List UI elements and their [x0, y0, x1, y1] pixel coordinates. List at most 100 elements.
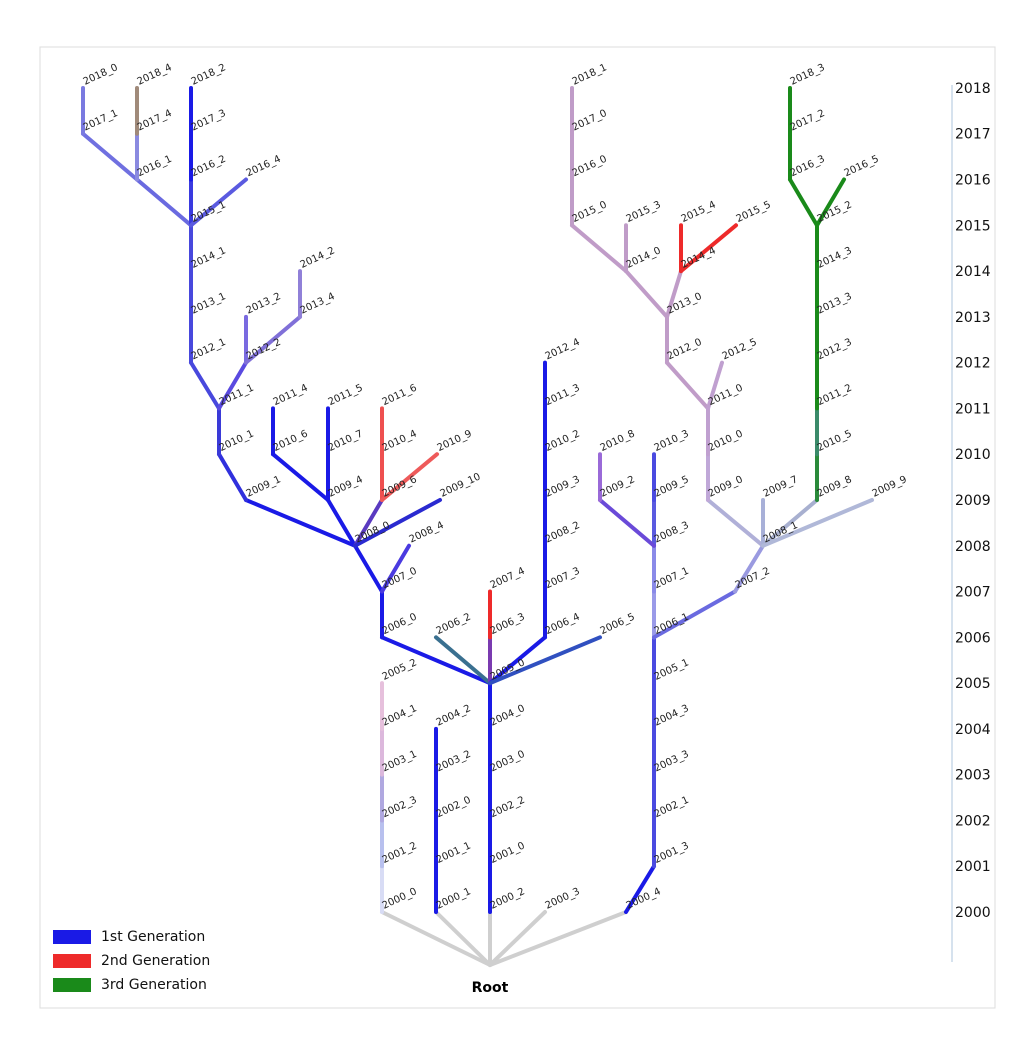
edge: [380, 635, 492, 686]
edge: [733, 543, 765, 594]
edge: [326, 497, 357, 548]
node-label: 2004_3: [653, 703, 691, 729]
edge: [761, 497, 874, 548]
edge: [380, 543, 411, 594]
year-label: 2004: [955, 722, 991, 738]
node-label: 2005_2: [381, 657, 419, 683]
edge: [434, 910, 492, 967]
node-label: 2017_3: [190, 108, 228, 134]
year-label: 2013: [955, 310, 991, 326]
node-label: 2002_3: [381, 795, 419, 821]
node-label: 2013_2: [245, 291, 283, 317]
edge: [488, 635, 547, 686]
edge: [81, 131, 139, 182]
node-label: 2009_7: [762, 474, 800, 500]
node-label: 2007_3: [544, 566, 582, 592]
node-label: 2006_3: [489, 612, 527, 638]
node-label: 2014_4: [680, 245, 718, 271]
labels: 2000_0 2000_1 2000_2 2000_3 2000_4 2001_2 2002…: [82, 62, 909, 912]
node-label: 2013_0: [666, 291, 704, 317]
node-label: 2004_1: [381, 703, 419, 729]
node-label: 2016_3: [789, 154, 827, 180]
legend-label: 1st Generation: [101, 929, 205, 945]
node-label: 2016_2: [190, 154, 228, 180]
year-label: 2010: [955, 447, 991, 463]
node-label: 2008_4: [408, 520, 446, 546]
node-label: 2012_4: [544, 337, 582, 363]
edge: [679, 223, 738, 274]
edge: [665, 360, 710, 411]
node-label: 2007_2: [734, 566, 772, 592]
node-label: 2005_1: [653, 657, 691, 683]
root-label: Root: [472, 980, 509, 996]
edge: [624, 864, 656, 914]
node-label: 2002_2: [489, 795, 527, 821]
node-label: 2001_2: [381, 840, 419, 866]
node-label: 2014_2: [299, 245, 337, 271]
node-label: 2017_0: [571, 108, 609, 134]
year-label: 2011: [955, 401, 991, 417]
node-label: 2011_5: [327, 383, 365, 409]
node-label: 2012_5: [721, 337, 759, 363]
node-label: 2015_5: [735, 199, 773, 225]
edge: [624, 269, 669, 319]
edge: [488, 910, 628, 967]
node-label: 2006_2: [435, 612, 473, 638]
node-label: 2009_4: [327, 474, 365, 500]
node-label: 2014_3: [816, 245, 854, 271]
node-label: 2007_1: [653, 566, 691, 592]
edge: [652, 589, 737, 640]
node-label: 2018_3: [789, 62, 827, 88]
edge: [598, 497, 656, 548]
year-label: 2002: [955, 813, 991, 829]
edge: [380, 910, 492, 967]
node-label: 2006_4: [544, 612, 582, 638]
node-label: 2000_4: [625, 886, 663, 912]
year-label: 2012: [955, 356, 991, 372]
edge: [135, 177, 193, 228]
node-label: 2008_3: [653, 520, 691, 546]
node-label: 2018_4: [136, 62, 174, 88]
node-label: 2006_5: [599, 612, 637, 638]
node-label: 2009_5: [653, 474, 691, 500]
node-label: 2014_1: [190, 245, 228, 271]
node-label: 2010_2: [544, 428, 582, 454]
year-label: 2000: [955, 905, 991, 921]
node-label: 2017_2: [789, 108, 827, 134]
edge: [217, 360, 248, 411]
node-label: 2010_6: [272, 428, 310, 454]
node-label: 2012_3: [816, 337, 854, 363]
node-label: 2002_0: [435, 795, 473, 821]
node-label: 2001_1: [435, 840, 473, 866]
edges: [81, 85, 874, 967]
node-label: 2007_0: [381, 566, 419, 592]
year-label: 2016: [955, 173, 991, 189]
year-label: 2007: [955, 585, 991, 601]
node-label: 2012_2: [245, 337, 283, 363]
node-label: 2004_2: [435, 703, 473, 729]
legend-swatch: [53, 930, 91, 944]
year-label: 2018: [955, 81, 991, 97]
node-label: 2010_4: [381, 428, 419, 454]
edge: [815, 177, 846, 228]
node-label: 2003_2: [435, 749, 473, 775]
year-label: 2006: [955, 630, 991, 646]
edge: [488, 635, 602, 686]
node-label: 2008_0: [354, 520, 392, 546]
year-label: 2017: [955, 127, 991, 143]
node-label: 2010_0: [707, 428, 745, 454]
node-label: 2013_4: [299, 291, 337, 317]
node-label: 2003_3: [653, 749, 691, 775]
node-label: 2015_0: [571, 199, 609, 225]
node-label: 2012_0: [666, 337, 704, 363]
node-label: 2011_0: [707, 383, 745, 409]
node-label: 2016_0: [571, 154, 609, 180]
year-label: 2008: [955, 539, 991, 555]
edge: [788, 177, 819, 228]
edge: [271, 452, 330, 502]
frame: [39, 46, 996, 1009]
edge: [217, 452, 248, 502]
node-label: 2015_4: [680, 199, 718, 225]
node-label: 2009_3: [544, 474, 582, 500]
